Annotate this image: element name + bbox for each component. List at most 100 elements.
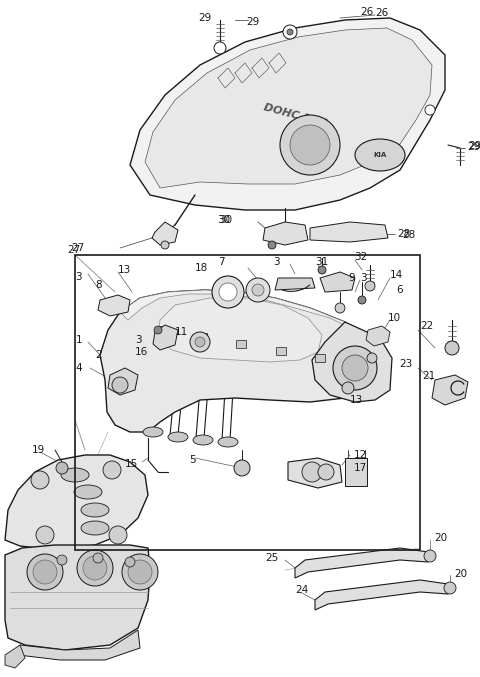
Polygon shape [120,290,370,338]
Circle shape [83,556,107,580]
Circle shape [161,241,169,249]
Ellipse shape [61,468,89,482]
Polygon shape [312,322,392,402]
Circle shape [445,341,459,355]
Circle shape [27,554,63,590]
Text: 12: 12 [354,450,367,460]
Text: 5: 5 [190,455,196,465]
Circle shape [109,526,127,544]
Text: 3: 3 [360,273,367,283]
Ellipse shape [355,139,405,171]
Bar [196,333,206,341]
Circle shape [358,296,366,304]
Polygon shape [108,368,138,395]
Ellipse shape [81,503,109,517]
Text: 23: 23 [399,359,412,369]
Circle shape [425,105,435,115]
Text: 26: 26 [375,8,388,18]
Bar [276,347,286,355]
Circle shape [57,555,67,565]
Text: 21: 21 [422,371,435,381]
Text: KIA: KIA [373,152,386,158]
Text: 31: 31 [315,257,328,267]
Text: 30: 30 [217,215,230,225]
Circle shape [335,303,345,313]
Text: 18: 18 [195,263,208,273]
Ellipse shape [218,437,238,447]
Text: 27: 27 [67,245,80,255]
Circle shape [333,346,377,390]
Ellipse shape [193,435,213,445]
Polygon shape [98,295,130,316]
Polygon shape [432,375,468,405]
Text: 7: 7 [218,257,225,267]
Polygon shape [5,645,25,668]
Text: 8: 8 [95,280,102,290]
Polygon shape [152,222,178,245]
Text: 30: 30 [219,215,232,225]
Text: 16: 16 [135,347,148,357]
Circle shape [154,326,162,334]
Polygon shape [320,272,355,292]
Polygon shape [315,580,448,610]
Text: 20: 20 [454,569,467,579]
Bar [315,354,325,362]
Polygon shape [5,455,148,548]
Text: 3: 3 [75,272,82,282]
Polygon shape [295,548,428,578]
Text: 13: 13 [118,265,131,275]
Ellipse shape [81,521,109,535]
Circle shape [302,462,322,482]
Text: 24: 24 [295,585,308,595]
Ellipse shape [168,432,188,442]
Circle shape [283,25,297,39]
Circle shape [122,554,158,590]
Circle shape [212,276,244,308]
Text: 28: 28 [402,230,415,240]
Text: 10: 10 [388,313,401,323]
Text: 2: 2 [95,350,102,360]
Circle shape [219,283,237,301]
Circle shape [287,29,293,35]
Circle shape [112,377,128,393]
Circle shape [103,461,121,479]
Polygon shape [288,458,342,488]
Text: 22: 22 [420,321,433,331]
Text: 32: 32 [354,252,367,262]
Bar [236,340,246,348]
Bar [345,458,367,486]
Text: 4: 4 [75,363,82,373]
Polygon shape [130,18,445,210]
Polygon shape [158,298,322,362]
Polygon shape [153,325,178,350]
Circle shape [268,241,276,249]
Polygon shape [145,28,432,188]
Circle shape [318,464,334,480]
Text: 13: 13 [350,395,363,405]
Text: 6: 6 [396,285,403,295]
Circle shape [367,353,377,363]
Circle shape [252,284,264,296]
Circle shape [214,42,226,54]
Circle shape [33,560,57,584]
Circle shape [195,337,205,347]
Polygon shape [5,545,150,650]
Text: 29: 29 [246,17,259,27]
Ellipse shape [143,427,163,437]
Polygon shape [18,630,140,660]
Text: 27: 27 [72,243,85,253]
Polygon shape [366,326,390,346]
Text: 11: 11 [175,327,188,337]
Circle shape [77,550,113,586]
Text: 17: 17 [354,463,367,473]
Circle shape [234,460,250,476]
Ellipse shape [74,485,102,499]
Circle shape [342,355,368,381]
Text: 9: 9 [348,273,355,283]
Text: 19: 19 [32,445,45,455]
Circle shape [290,125,330,165]
Circle shape [31,471,49,489]
Circle shape [424,550,436,562]
Text: 20: 20 [434,533,447,543]
Text: 28: 28 [397,229,410,239]
